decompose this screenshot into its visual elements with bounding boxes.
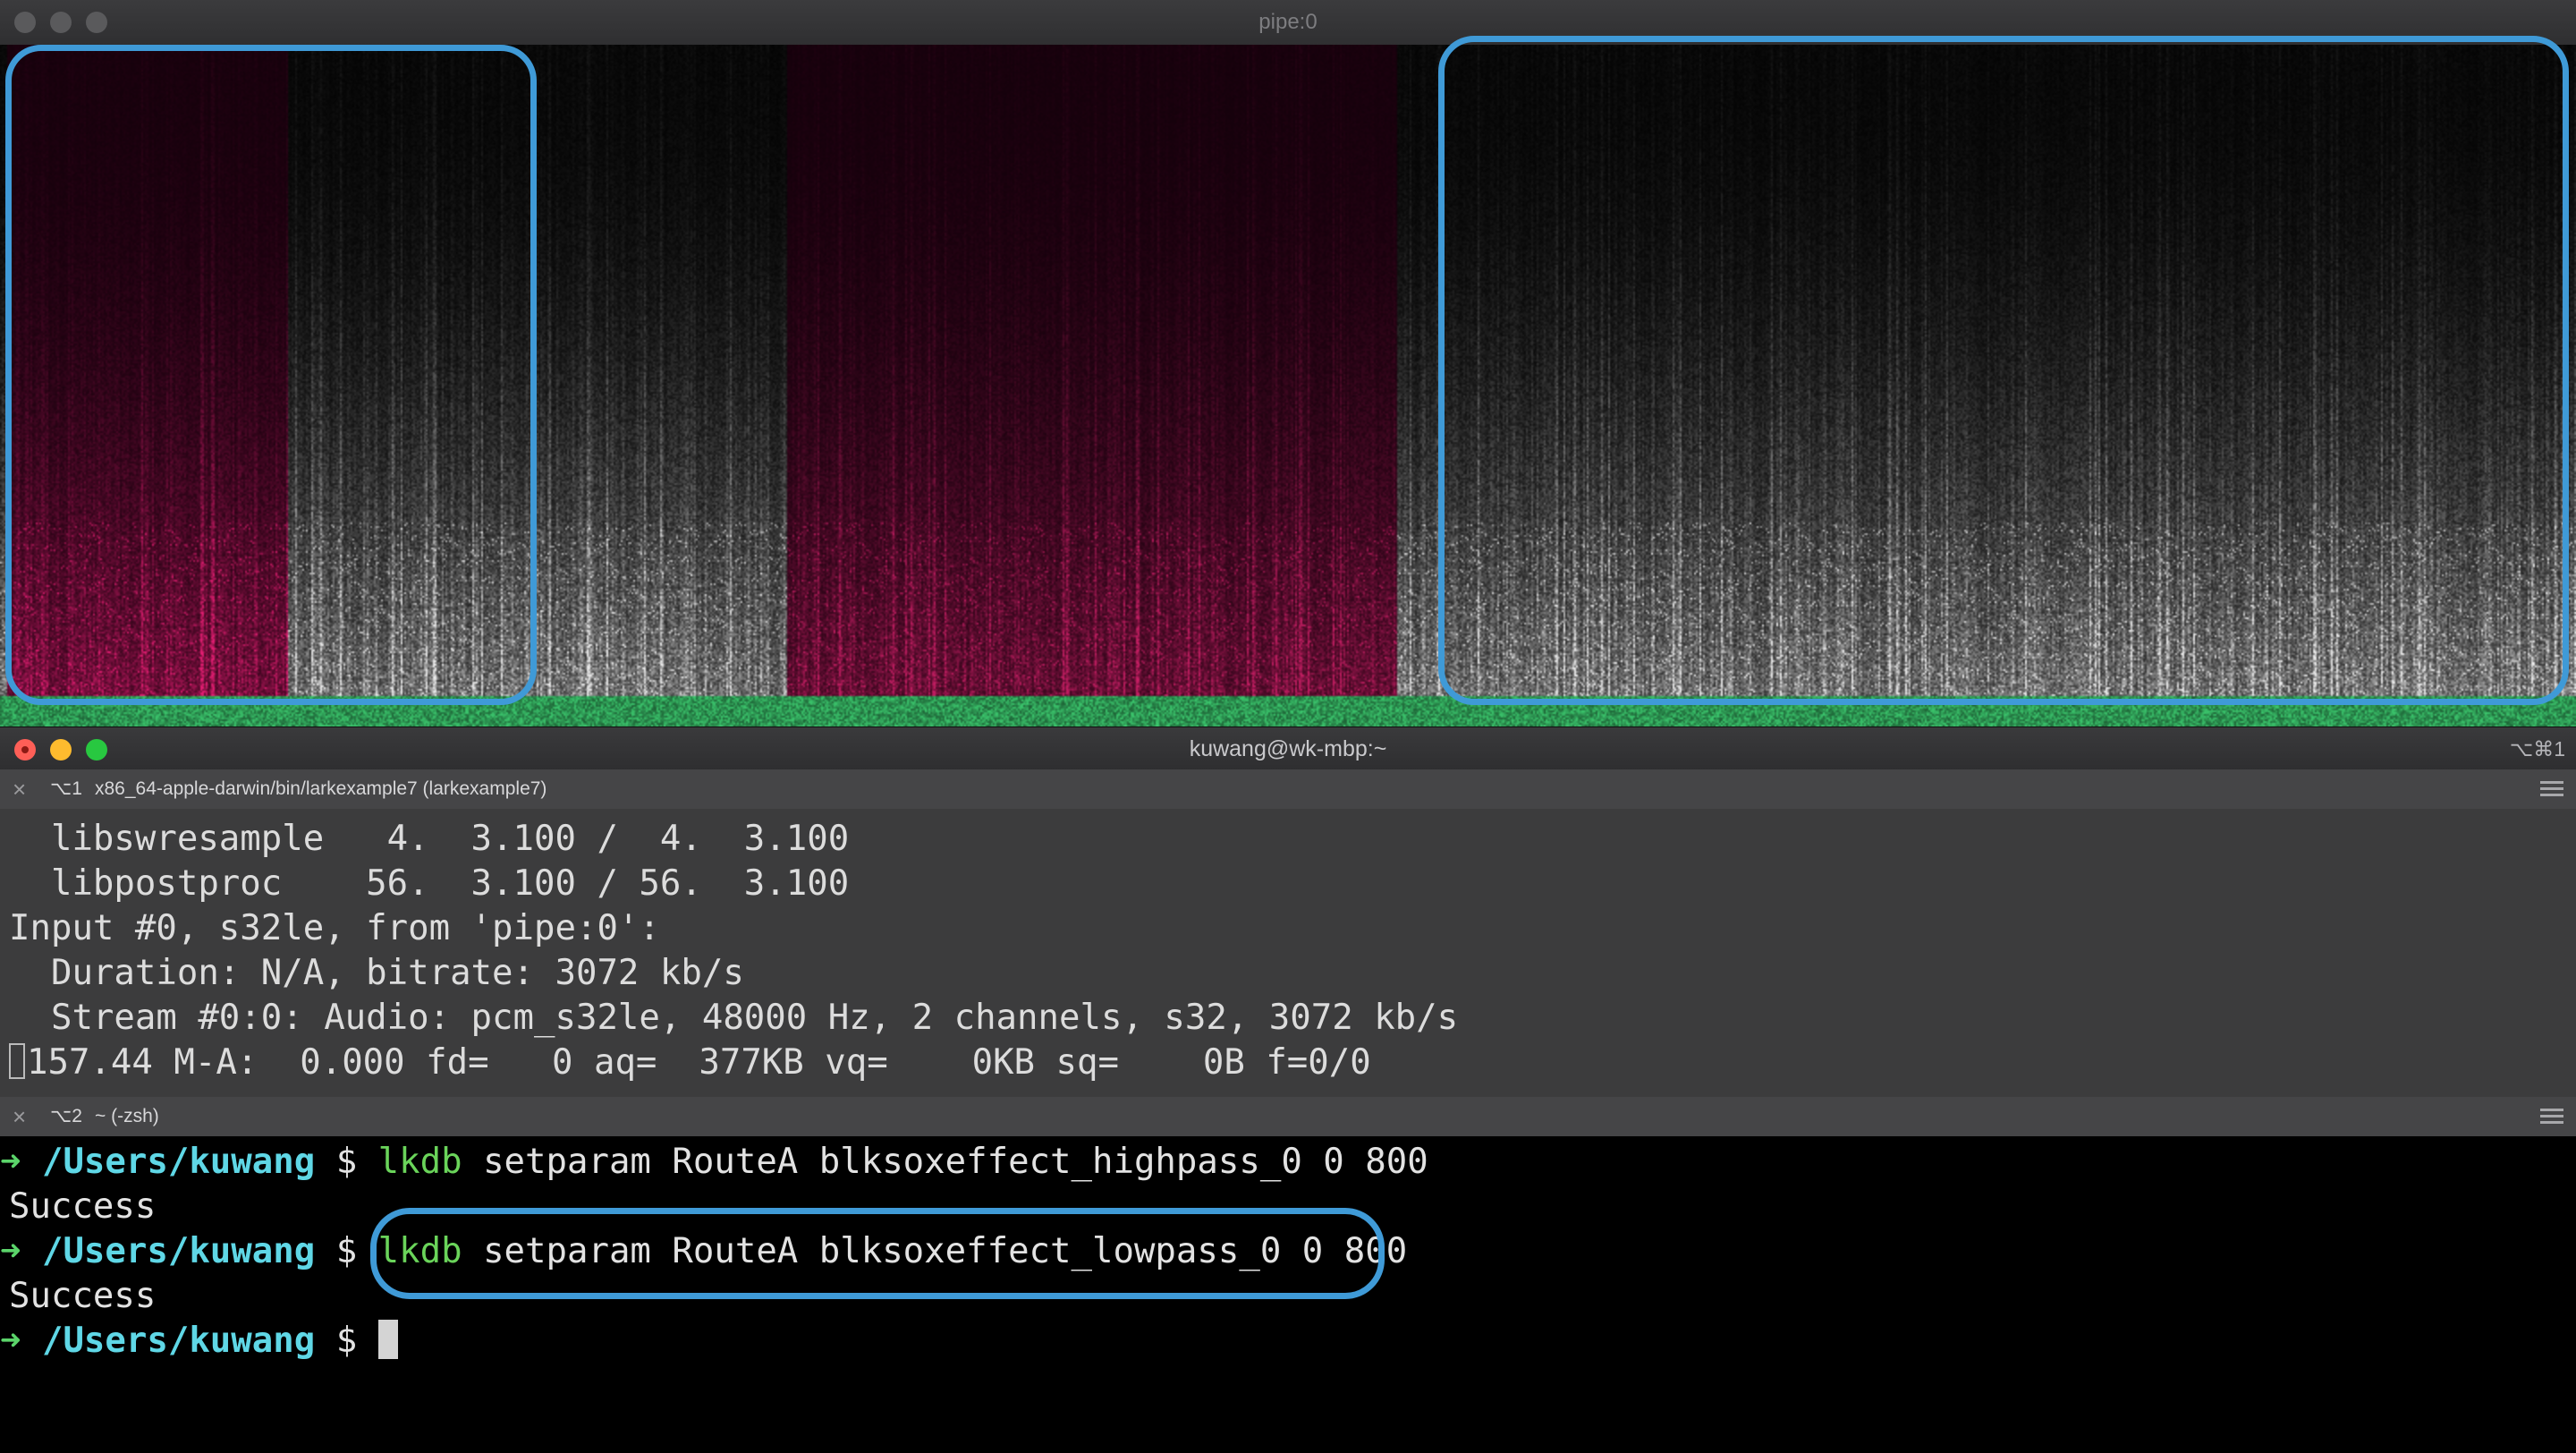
ffplay-output-pane[interactable]: libswresample 4. 3.100 / 4. 3.100 libpos…	[0, 809, 2576, 1097]
pane-header-2[interactable]: × ⌥2 ~ (-zsh)	[0, 1097, 2576, 1137]
output-line: Stream #0:0: Audio: pcm_s32le, 48000 Hz,…	[9, 998, 1459, 1038]
spectrogram-titlebar[interactable]: pipe:0	[0, 0, 2576, 46]
prompt-path: /Users/kuwang	[21, 1142, 316, 1182]
prompt-path: /Users/kuwang	[21, 1231, 316, 1271]
close-pane-icon[interactable]: ×	[13, 1103, 27, 1130]
cursor-icon	[9, 1043, 25, 1079]
status-text: 157.44 M-A: 0.000 fd= 0 aq= 377KB vq= 0K…	[27, 1042, 1371, 1083]
command-args: setparam RouteA blksoxeffect_highpass_0 …	[462, 1142, 1428, 1182]
command-name: lkdb	[377, 1142, 462, 1182]
pane-command: ~ (-zsh)	[95, 1106, 159, 1126]
result-line-2: Success	[9, 1276, 157, 1316]
window-shortcut: ⌥⌘1	[2509, 737, 2565, 760]
highpass-region-highlight	[5, 45, 537, 705]
output-line: Duration: N/A, bitrate: 3072 kb/s	[9, 953, 744, 993]
prompt-arrow-icon: ➜	[0, 1321, 21, 1361]
prompt-path: /Users/kuwang	[21, 1321, 316, 1361]
result-line-1: Success	[9, 1186, 157, 1227]
spectrogram-window: pipe:0	[0, 0, 2576, 726]
lowpass-command-highlight	[370, 1208, 1385, 1299]
command-line-1: ➜ /Users/kuwang $ lkdb setparam RouteA b…	[0, 1140, 1428, 1185]
hamburger-menu-icon[interactable]	[2540, 781, 2563, 797]
status-line: 157.44 M-A: 0.000 fd= 0 aq= 377KB vq= 0K…	[9, 1041, 1371, 1085]
lowpass-region-highlight	[1438, 36, 2569, 705]
close-button[interactable]	[14, 739, 36, 760]
spectrogram-title: pipe:0	[1258, 10, 1318, 34]
minimize-button[interactable]	[50, 739, 72, 760]
terminal-title: kuwang@wk-mbp:~	[1189, 736, 1387, 761]
text-cursor	[377, 1320, 398, 1359]
close-pane-icon[interactable]: ×	[13, 776, 27, 803]
command-line-2: ➜ /Users/kuwang $ lkdb setparam RouteA b…	[0, 1229, 1407, 1274]
zoom-button[interactable]	[86, 12, 107, 33]
pane-number: ⌥2	[50, 1106, 82, 1126]
spectrogram-view	[0, 45, 2576, 726]
pane-number: ⌥1	[50, 778, 82, 799]
pane-header-1[interactable]: × ⌥1 x86_64-apple-darwin/bin/larkexample…	[0, 769, 2576, 810]
prompt-arrow-icon: ➜	[0, 1231, 21, 1271]
prompt-dollar: $	[315, 1321, 378, 1361]
prompt-arrow-icon: ➜	[0, 1142, 21, 1182]
minimize-button[interactable]	[50, 12, 72, 33]
hamburger-menu-icon[interactable]	[2540, 1109, 2563, 1125]
output-line: Input #0, s32le, from 'pipe:0':	[9, 908, 660, 948]
close-button[interactable]	[14, 12, 36, 33]
command-line-3[interactable]: ➜ /Users/kuwang $	[0, 1319, 398, 1364]
terminal-titlebar[interactable]: kuwang@wk-mbp:~ ⌥⌘1	[0, 726, 2576, 770]
zoom-button[interactable]	[86, 739, 107, 760]
pane-command: x86_64-apple-darwin/bin/larkexample7 (la…	[95, 778, 547, 799]
output-line: libpostproc 56. 3.100 / 56. 3.100	[9, 863, 850, 904]
output-line: libswresample 4. 3.100 / 4. 3.100	[9, 819, 850, 859]
prompt-dollar: $	[315, 1231, 378, 1271]
prompt-dollar: $	[315, 1142, 378, 1182]
